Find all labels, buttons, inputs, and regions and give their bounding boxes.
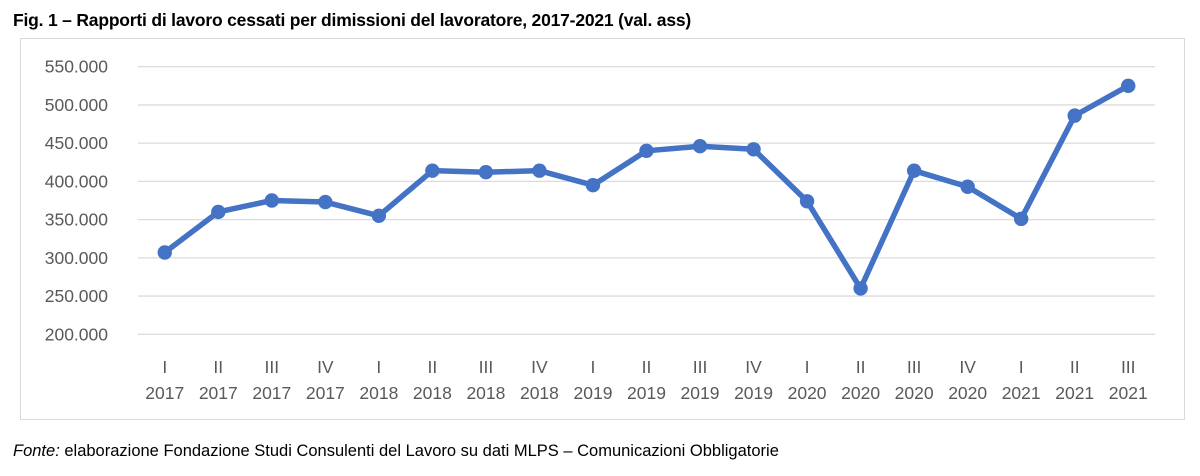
data-point: [211, 204, 226, 220]
x-axis-year-label: 2017: [306, 383, 345, 403]
data-point: [371, 208, 387, 223]
data-point: [1121, 78, 1136, 94]
x-axis-year-label: 2020: [841, 383, 880, 403]
x-axis-year-label: 2017: [199, 383, 238, 403]
data-point: [1013, 211, 1029, 227]
line-chart: 550.000 500.000 450.000 400.000 350.000 300.0…: [45, 57, 1155, 403]
x-axis-year-label: 2021: [1109, 383, 1148, 403]
x-axis-year-label: 2019: [627, 383, 666, 403]
x-axis-quarter-label: I: [1019, 357, 1024, 377]
x-axis-quarter-label: I: [376, 357, 381, 377]
data-point: [746, 142, 761, 157]
y-axis-tick-label: 300.000: [45, 248, 109, 268]
data-point: [960, 179, 975, 194]
data-point: [318, 194, 333, 210]
x-axis-quarter-label: III: [1121, 357, 1136, 377]
x-axis-year-label: 2018: [466, 383, 505, 403]
x-axis-year-label: 2020: [948, 383, 987, 403]
y-axis-tick-label: 200.000: [45, 324, 109, 344]
x-axis-quarter-label: II: [642, 357, 652, 377]
data-point: [853, 281, 868, 296]
x-axis-quarter-label: I: [591, 357, 596, 377]
y-axis-tick-label: 550.000: [45, 57, 109, 77]
data-point: [157, 245, 172, 260]
x-axis-quarter-label: III: [265, 357, 280, 377]
x-axis-quarter-label: III: [693, 357, 708, 377]
data-point: [639, 143, 654, 159]
data-point: [906, 163, 922, 178]
x-axis-quarter-label: I: [805, 357, 810, 377]
x-axis-year-label: 2018: [359, 383, 398, 403]
data-point: [425, 163, 440, 178]
data-point: [1067, 108, 1082, 123]
y-axis-tick-label: 250.000: [45, 286, 109, 306]
x-axis-quarter-label: IV: [531, 357, 548, 377]
figure-title: Fig. 1 – Rapporti di lavoro cessati per …: [13, 10, 692, 30]
x-axis-year-label: 2020: [895, 383, 934, 403]
x-axis-quarter-label: II: [213, 357, 223, 377]
x-axis-quarter-label: III: [907, 357, 922, 377]
x-axis-year-label: 2019: [574, 383, 613, 403]
x-axis-quarter-label: II: [856, 357, 866, 377]
data-point: [264, 193, 280, 208]
data-point: [532, 163, 547, 178]
x-axis-year-label: 2020: [788, 383, 827, 403]
x-axis-quarter-label: IV: [317, 357, 334, 377]
y-axis-tick-label: 350.000: [45, 210, 109, 230]
x-axis-quarter-label: I: [162, 357, 167, 377]
x-axis-year-label: 2019: [681, 383, 720, 403]
y-axis-tick-label: 400.000: [45, 171, 109, 191]
data-point: [478, 165, 494, 180]
x-axis-year-label: 2021: [1055, 383, 1094, 403]
x-axis-quarter-label: III: [479, 357, 494, 377]
x-axis-year-label: 2017: [145, 383, 184, 403]
x-axis-year-label: 2017: [252, 383, 291, 403]
x-axis-year-label: 2021: [1002, 383, 1041, 403]
x-axis-quarter-label: II: [428, 357, 438, 377]
source-note: Fonte: elaborazione Fondazione Studi Con…: [13, 442, 1193, 461]
data-point: [585, 178, 601, 193]
x-axis-year-label: 2019: [734, 383, 773, 403]
chart-container: 550.000 500.000 450.000 400.000 350.000 300.0…: [20, 38, 1185, 420]
x-axis-year-label: 2018: [520, 383, 559, 403]
source-label: Fonte:: [13, 442, 60, 460]
y-axis-tick-label: 500.000: [45, 95, 109, 115]
y-axis-tick-label: 450.000: [45, 133, 109, 153]
x-axis-quarter-label: IV: [959, 357, 976, 377]
x-axis-quarter-label: IV: [745, 357, 762, 377]
data-point: [799, 194, 815, 209]
data-point: [692, 139, 708, 154]
x-axis-year-label: 2018: [413, 383, 452, 403]
x-axis-quarter-label: II: [1070, 357, 1080, 377]
source-text: elaborazione Fondazione Studi Consulenti…: [59, 442, 779, 460]
